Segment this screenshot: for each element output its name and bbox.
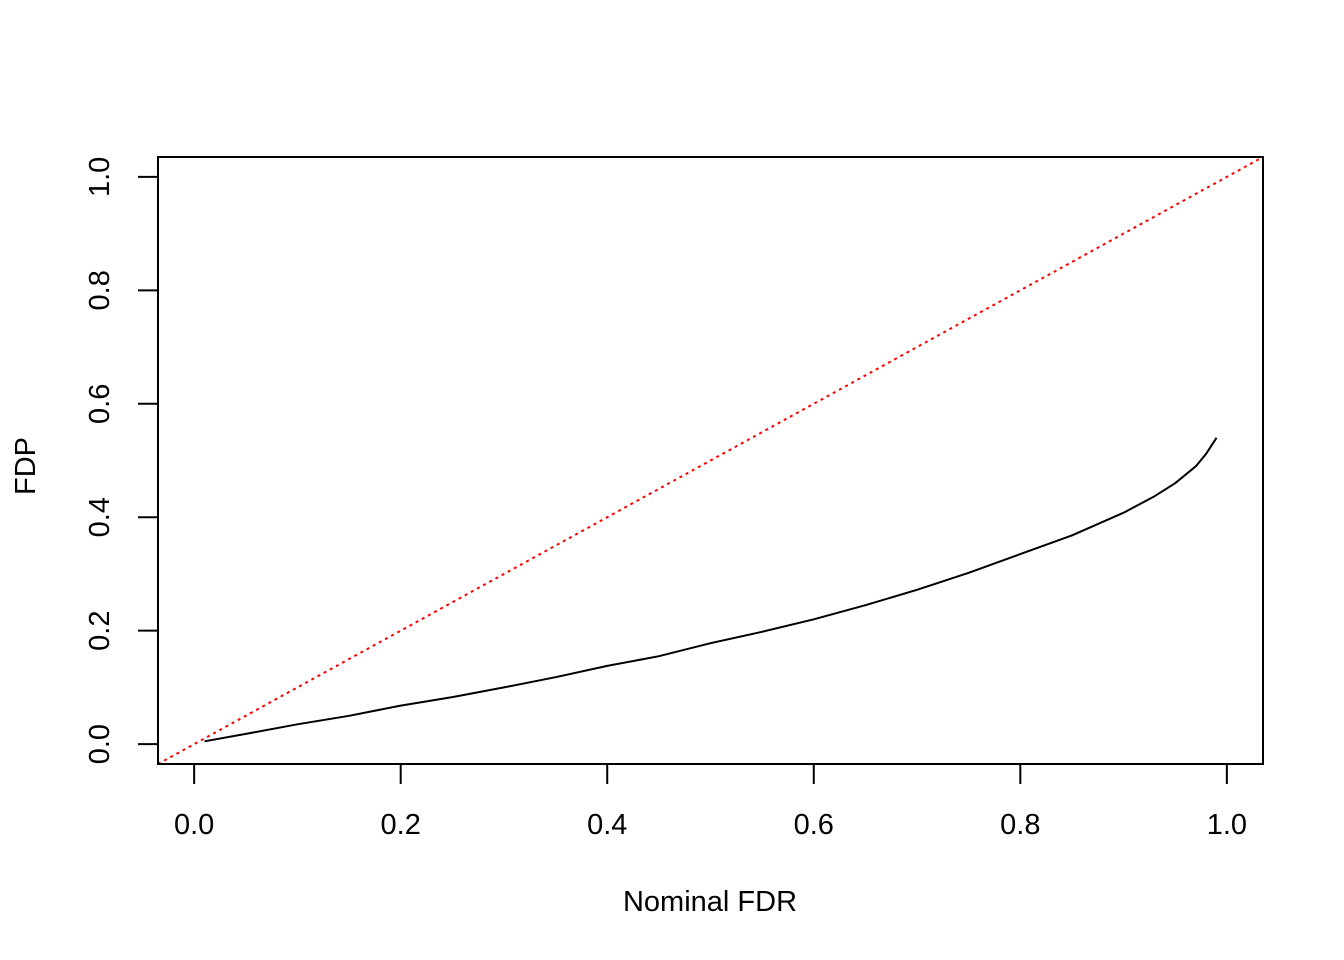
y-axis: 0.0 0.2 0.4 0.6 0.8 1.0 — [84, 157, 159, 764]
reference-identity-line — [158, 157, 1263, 764]
fdp-series-line — [204, 437, 1218, 743]
x-axis: 0.0 0.2 0.4 0.6 0.8 1.0 — [174, 763, 1247, 841]
y-axis-title: FDP — [10, 437, 42, 495]
y-tick-label: 0.6 — [84, 384, 116, 424]
x-axis-title: Nominal FDR — [623, 886, 797, 918]
y-tick-label: 0.4 — [84, 497, 116, 537]
x-tick-label: 0.0 — [174, 809, 214, 841]
y-tick-label: 0.0 — [84, 724, 116, 764]
x-tick-label: 1.0 — [1207, 809, 1247, 841]
y-tick-label: 1.0 — [84, 157, 116, 197]
y-tick-label: 0.2 — [84, 611, 116, 651]
y-tick-label: 0.8 — [84, 270, 116, 310]
x-tick-label: 0.6 — [794, 809, 834, 841]
x-tick-label: 0.2 — [381, 809, 421, 841]
x-tick-label: 0.4 — [587, 809, 627, 841]
x-tick-label: 0.8 — [1000, 809, 1040, 841]
